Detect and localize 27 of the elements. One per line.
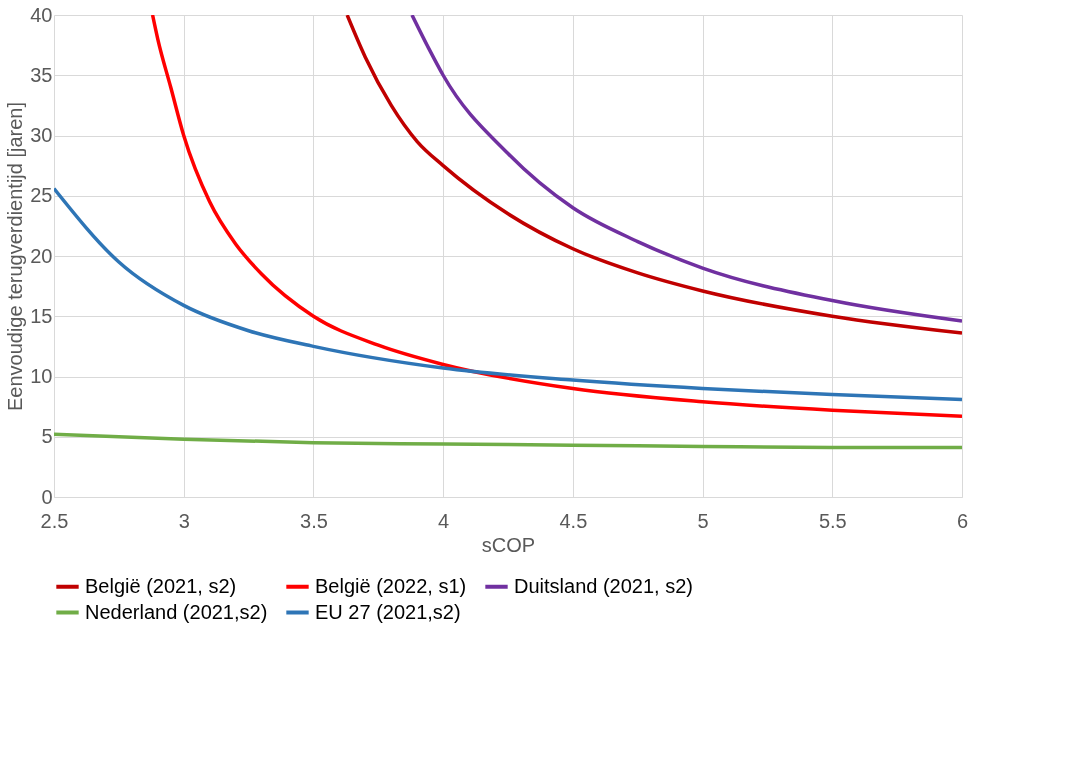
legend-label: EU 27 (2021,s2)	[315, 600, 461, 623]
legend-label: Nederland (2021,s2)	[85, 600, 268, 623]
y-axis-title: Eenvoudige terugverdientijd [jaren]	[4, 101, 27, 412]
y-tick-label: 40	[30, 3, 53, 26]
y-tick-label: 35	[30, 63, 53, 86]
y-tick-label: 0	[41, 485, 53, 508]
x-tick-label: 4.5	[559, 509, 588, 532]
legend-label: België (2022, s1)	[315, 574, 467, 597]
line-series	[54, 186, 962, 402]
y-tick-label: 15	[30, 304, 53, 327]
x-axis-title: sCOP	[481, 533, 536, 556]
x-tick-label: 3.5	[300, 509, 328, 532]
y-tick-label: 10	[30, 365, 53, 387]
y-tick-label: 30	[30, 124, 53, 146]
legend-label: België (2021, s2)	[85, 574, 237, 597]
x-tick-label: 6	[956, 509, 969, 532]
legend-label: Duitsland (2021, s2)	[514, 574, 693, 597]
x-tick-label: 3	[178, 509, 190, 532]
y-tick-label: 5	[41, 425, 53, 448]
x-tick-label: 5	[697, 509, 709, 532]
y-tick-label: 25	[30, 184, 53, 207]
x-tick-label: 4	[438, 509, 450, 532]
line-series	[54, 432, 962, 450]
x-tick-label: 5.5	[818, 509, 847, 532]
x-tick-label: 2.5	[40, 509, 69, 532]
y-tick-label: 20	[30, 244, 53, 267]
line-series	[150, 15, 962, 419]
